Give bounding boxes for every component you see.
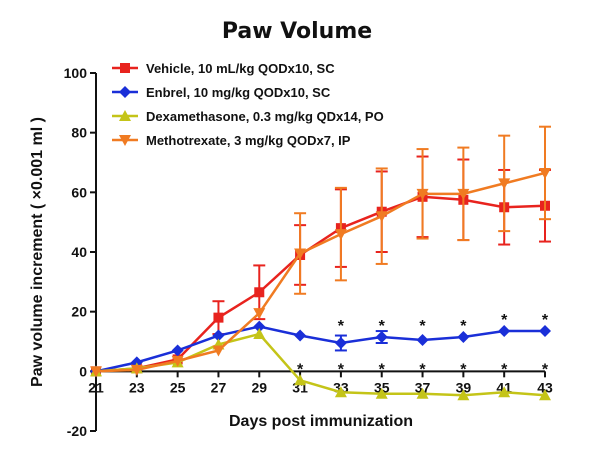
data-point (253, 308, 266, 320)
series-3 (90, 125, 551, 378)
x-tick-label: 23 (129, 379, 145, 395)
data-point (416, 387, 429, 399)
y-tick-label: 100 (64, 65, 88, 81)
data-point (457, 331, 470, 344)
data-point (213, 312, 224, 323)
significance-asterisk: * (460, 361, 467, 378)
significance-asterisk: * (379, 361, 386, 378)
data-point (294, 248, 307, 260)
data-point (120, 63, 130, 73)
significance-asterisk: * (542, 312, 549, 329)
data-point (294, 329, 307, 342)
significance-asterisk: * (297, 361, 304, 378)
data-point (539, 389, 551, 401)
x-axis-label: Days post immunization (229, 413, 413, 430)
y-tick-label: 80 (71, 125, 87, 141)
significance-asterisk: * (542, 361, 549, 378)
data-point (212, 329, 225, 342)
data-point (334, 336, 347, 349)
data-point (498, 325, 511, 338)
data-point (375, 387, 388, 399)
y-tick-label: 20 (71, 304, 87, 320)
legend-item-1: Enbrel, 10 mg/kg QODx10, SC (112, 85, 331, 100)
data-point (416, 188, 429, 200)
data-point (334, 229, 347, 241)
data-point (457, 389, 470, 401)
data-point (253, 320, 266, 333)
legend-label: Enbrel, 10 mg/kg QODx10, SC (146, 85, 331, 100)
legend-item-3: Methotrexate, 3 mg/kg QODx7, IP (112, 133, 351, 148)
data-point (498, 386, 511, 398)
significance-asterisk: * (338, 361, 345, 378)
legend-label: Vehicle, 10 mL/kg QODx10, SC (146, 61, 335, 76)
legend-label: Dexamethasone, 0.3 mg/kg QDx14, PO (146, 109, 384, 124)
data-point (171, 344, 184, 357)
significance-asterisk: * (501, 361, 508, 378)
data-point (119, 110, 131, 121)
data-point (375, 211, 388, 223)
data-point (119, 86, 131, 98)
y-axis-label: Paw volume increment ( ×0.001 ml ) (29, 117, 46, 387)
x-tick-label: 27 (211, 379, 227, 395)
data-point (253, 328, 266, 340)
data-point (130, 364, 143, 376)
x-tick-label: 25 (170, 379, 186, 395)
data-point (294, 374, 307, 386)
data-point (212, 345, 225, 357)
legend-item-0: Vehicle, 10 mL/kg QODx10, SC (112, 61, 335, 76)
data-point (119, 135, 131, 146)
series-layer (90, 125, 551, 401)
data-point (254, 287, 265, 298)
series-line (95, 171, 546, 373)
chart-title: Paw Volume (222, 19, 372, 44)
y-tick-label: 0 (79, 363, 87, 379)
data-point (416, 334, 429, 347)
y-tick-label: 60 (71, 184, 87, 200)
data-point (90, 366, 102, 378)
y-tick-label: -20 (67, 423, 87, 439)
series-line (95, 195, 546, 373)
y-tick-label: 40 (71, 244, 87, 260)
significance-asterisk: * (460, 318, 467, 335)
significance-asterisk: * (338, 318, 345, 335)
significance-asterisk: * (419, 361, 426, 378)
data-point (498, 178, 511, 190)
data-point (375, 331, 388, 344)
significance-asterisk: * (379, 318, 386, 335)
x-tick-label: 21 (88, 379, 104, 395)
data-point (171, 355, 184, 367)
significance-asterisk: * (501, 312, 508, 329)
legend-label: Methotrexate, 3 mg/kg QODx7, IP (146, 133, 351, 148)
x-tick-label: 37 (415, 379, 431, 395)
significance-markers: * * * * * * * * * * * * * (297, 312, 549, 378)
series-1 (90, 320, 551, 378)
legend: Vehicle, 10 mL/kg QODx10, SC Enbrel, 10 m… (112, 61, 384, 148)
data-point (457, 188, 470, 200)
data-point (539, 167, 551, 179)
series-line (95, 325, 545, 373)
significance-asterisk: * (419, 318, 426, 335)
data-point (539, 325, 551, 338)
data-point (334, 386, 347, 398)
x-tick-label: 39 (456, 379, 472, 395)
x-tick-label: 43 (537, 379, 553, 395)
legend-item-2: Dexamethasone, 0.3 mg/kg QDx14, PO (112, 109, 384, 124)
x-tick-label: 35 (374, 379, 390, 395)
x-tick-label: 29 (251, 379, 267, 395)
